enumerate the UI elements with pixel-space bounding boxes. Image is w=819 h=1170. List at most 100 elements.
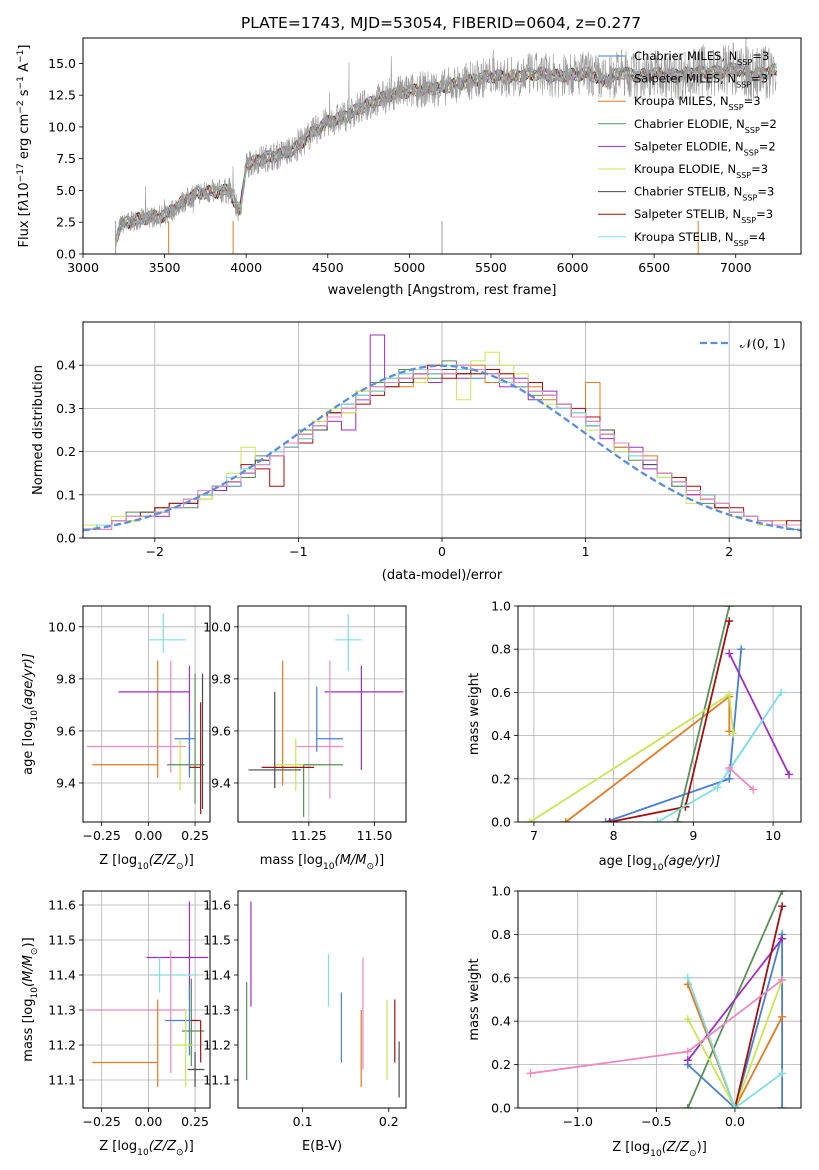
y-tick-label: 10.0 [48, 619, 76, 634]
errorbar-point [146, 901, 209, 1000]
y-tick-label: 0.3 [56, 401, 76, 416]
y-tick-label: 9.6 [56, 723, 76, 738]
legend-label: Kroupa MILES, NSSP=3 [634, 94, 761, 112]
y-tick-label: 0.4 [491, 1014, 511, 1029]
x-tick-label: 5000 [393, 260, 425, 275]
y-axis-label: mass weight [467, 958, 482, 1040]
x-tick-label: 6500 [638, 260, 670, 275]
y-tick-label: 0.0 [56, 247, 76, 262]
y-tick-label: 0.6 [491, 685, 511, 700]
x-axis-label: age [log10(age/yr)] [599, 854, 721, 873]
plus-marker [778, 902, 787, 911]
legend-label: Salpeter ELODIE, NSSP=2 [634, 139, 776, 157]
weight-line [657, 691, 782, 822]
x-axis-label: E(B-V) [302, 1139, 342, 1154]
y-tick-label: 0.2 [56, 444, 76, 459]
legend-label: Salpeter MILES, NSSP=3 [634, 72, 768, 90]
errorbars [86, 613, 205, 815]
weight-series [725, 649, 794, 779]
y-tick-label: 0.6 [491, 970, 511, 985]
weight-line [687, 979, 783, 1108]
plus-marker [737, 645, 746, 654]
plus-marker [725, 617, 734, 626]
legend-label: Chabrier MILES, NSSP=3 [634, 49, 769, 67]
x-axis-label: Z [log10(Z/Z⊙)] [612, 1140, 707, 1159]
weight-series [725, 764, 758, 794]
x-tick-label: −0.25 [83, 1114, 121, 1129]
x-tick-label: 0.00 [134, 828, 162, 843]
spectrum-panel: 3000 3500 4000 4500 5000 5500 6000 6500 7000 0.0 2… [16, 37, 802, 298]
errorbar-point [92, 660, 159, 778]
plus-marker [778, 975, 787, 984]
x-tick-label: 4000 [230, 260, 262, 275]
legend-label: Chabrier ELODIE, NSSP=2 [634, 117, 777, 135]
y-tick-label: 9.6 [211, 723, 231, 738]
y-axis-label: Normed distribution [31, 365, 46, 495]
errorbar-point [303, 764, 343, 817]
weight-line [728, 653, 790, 775]
y-tick-label: 11.2 [48, 1038, 76, 1053]
weight-series [601, 645, 746, 822]
axes-frame [517, 605, 802, 823]
errorbar-point [86, 950, 186, 1073]
x-tick-label: 0.25 [181, 1114, 209, 1129]
y-tick-label: 0.4 [56, 358, 76, 373]
plus-marker [713, 783, 722, 792]
plus-marker [778, 1104, 787, 1108]
x-tick-label: 11.50 [357, 828, 393, 843]
plus-marker [785, 770, 794, 779]
errorbar-point [187, 1052, 205, 1087]
plus-marker [725, 774, 734, 783]
axes-frame [237, 890, 407, 1109]
plus-marker [725, 690, 734, 699]
x-tick-label: 1 [582, 544, 590, 559]
errorbar-point [248, 691, 301, 789]
y-tick-label: 11.1 [48, 1073, 76, 1088]
y-tick-label: 0.2 [491, 1057, 511, 1072]
legend-label: 𝒩(0, 1) [740, 336, 786, 351]
x-tick-label: 3500 [149, 260, 181, 275]
errorbar-point [92, 999, 159, 1087]
x-tick-label: 0.1 [293, 1114, 313, 1129]
errorbars [248, 613, 404, 817]
gaussian-curve [83, 364, 801, 532]
x-tick-label: 7 [530, 828, 538, 843]
x-tick-label: 3000 [67, 260, 99, 275]
y-tick-label: 9.8 [211, 671, 231, 686]
x-tick-label: 7000 [720, 260, 752, 275]
weight-line [676, 606, 731, 822]
x-tick-label: 0.25 [181, 828, 209, 843]
data-spectrum [115, 38, 777, 252]
x-tick-label: −0.5 [641, 1114, 671, 1129]
y-tick-label: 11.6 [48, 898, 76, 913]
plus-marker [673, 818, 682, 822]
plus-marker [683, 1104, 692, 1108]
y-tick-label: 0.0 [491, 815, 511, 830]
plus-marker [730, 1104, 739, 1108]
axes-frame [82, 605, 211, 823]
plus-marker [778, 891, 787, 895]
errorbars [86, 901, 209, 1087]
y-axis-label: mass [log10(M/M⊙)] [21, 937, 40, 1061]
plus-marker [605, 818, 614, 822]
y-tick-label: 0.2 [491, 771, 511, 786]
weight-line [686, 977, 783, 1108]
axes-frame [517, 890, 802, 1109]
y-tick-label: 7.5 [56, 151, 76, 166]
legend-label: Salpeter STELIB, NSSP=3 [634, 207, 773, 225]
y-tick-label: 1.0 [491, 599, 511, 614]
spectrum-lines [115, 38, 777, 254]
x-tick-label: 2 [725, 544, 733, 559]
errorbar-point [324, 665, 404, 770]
errorbar-point [148, 613, 186, 653]
weight-lines [526, 891, 787, 1108]
y-tick-label: 11.6 [203, 898, 231, 913]
x-axis-label: Z [log10(Z/Z⊙)] [99, 853, 194, 872]
x-tick-label: 0.0 [725, 1114, 745, 1129]
mass_vs_Z-panel: −0.25 0.00 0.25 11.1 11.2 11.3 11.4 11.5 11.6 Z [… [21, 890, 211, 1158]
y-tick-label: 10.0 [48, 119, 76, 134]
x-tick-label: −1 [289, 544, 307, 559]
x-axis-label: mass [log10(M/M⊙)] [260, 853, 384, 872]
x-tick-label: 9 [689, 828, 697, 843]
weight-line [728, 767, 754, 791]
